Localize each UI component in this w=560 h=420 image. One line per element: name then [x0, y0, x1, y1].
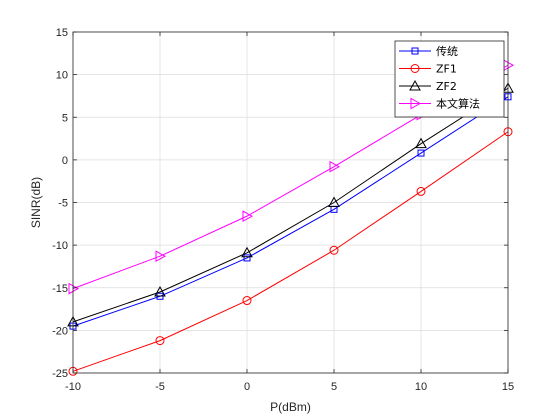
- y-tick-label: -15: [52, 283, 68, 295]
- legend-item: ZF1: [399, 63, 457, 76]
- y-tick-label: -5: [58, 198, 68, 210]
- x-axis-label: P(dBm): [270, 400, 311, 414]
- x-tick-label: 10: [415, 381, 427, 393]
- legend-marker: [410, 97, 422, 110]
- data-point: [241, 246, 253, 258]
- y-tick-label: 5: [62, 112, 68, 124]
- legend-marker: [410, 64, 420, 73]
- x-tick-label: 5: [331, 381, 337, 393]
- data-point: [242, 210, 254, 222]
- data-point: [415, 137, 427, 149]
- legend-marker: [411, 47, 419, 55]
- data-point: [155, 336, 165, 346]
- y-tick-label: 0: [62, 155, 68, 167]
- y-tick-label: -20: [52, 325, 68, 337]
- data-point: [329, 245, 339, 255]
- x-tick-label: 15: [502, 381, 514, 393]
- legend-label: ZF1: [436, 63, 457, 76]
- y-axis-label: SINR(dB): [29, 177, 43, 228]
- data-point: [242, 296, 252, 306]
- data-point: [417, 149, 425, 157]
- data-point: [68, 282, 80, 295]
- series-layer: [67, 59, 515, 376]
- data-point: [329, 160, 341, 173]
- ticks: -10 -5 0 5 10 15 -25 -20 -15 -10 -5 0 5 10 15: [52, 27, 514, 393]
- data-point: [154, 285, 166, 297]
- x-tick-label: 0: [244, 381, 250, 393]
- series-2: [67, 82, 514, 327]
- data-point: [416, 186, 426, 196]
- data-point: [155, 250, 167, 263]
- legend-item: ZF2: [399, 79, 457, 93]
- legend-marker: [409, 79, 421, 91]
- legend-label: ZF2: [436, 80, 457, 93]
- x-tick-label: -10: [65, 381, 81, 393]
- legend: 传统 ZF1 ZF2 本文算法: [394, 40, 505, 118]
- series-line: [72, 87, 509, 323]
- y-tick-label: 10: [56, 70, 68, 82]
- data-point: [243, 254, 251, 262]
- legend-item: 本文算法: [399, 97, 480, 111]
- legend-label: 传统: [436, 45, 458, 58]
- series-line: [72, 131, 509, 372]
- series-line: [72, 96, 509, 327]
- data-point: [328, 196, 340, 207]
- y-tick-label: -25: [52, 368, 68, 380]
- legend-label: 本文算法: [436, 97, 480, 111]
- y-tick-label: -10: [52, 240, 68, 252]
- y-tick-label: 15: [56, 27, 68, 39]
- legend-item: 传统: [399, 45, 458, 58]
- x-tick-label: -5: [155, 381, 165, 393]
